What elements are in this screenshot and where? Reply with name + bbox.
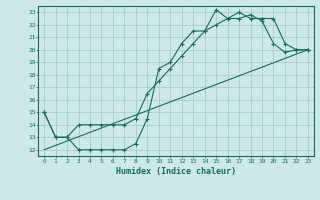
X-axis label: Humidex (Indice chaleur): Humidex (Indice chaleur) [116, 167, 236, 176]
